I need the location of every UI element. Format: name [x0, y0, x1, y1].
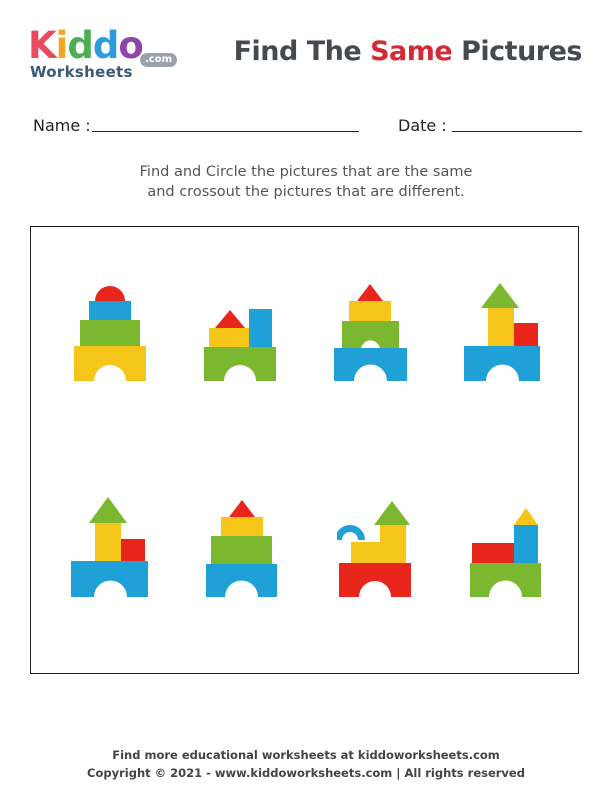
- block-shape: [121, 539, 145, 561]
- logo-letter: d: [92, 24, 119, 67]
- picture-4[interactable]: [463, 281, 553, 411]
- picture-1[interactable]: [69, 281, 159, 411]
- dome-shape: [337, 525, 365, 540]
- picture-6[interactable]: [205, 497, 295, 627]
- arch-shape: [339, 563, 411, 597]
- block-shape: [472, 543, 514, 563]
- picture-2[interactable]: [203, 281, 293, 411]
- triangle-shape: [514, 508, 538, 525]
- pillar-shape: [514, 525, 538, 563]
- title-prefix: Find The: [233, 36, 371, 67]
- block-shape: [80, 320, 140, 346]
- block-shape: [349, 301, 391, 321]
- instruction-line-1: Find and Circle the pictures that are th…: [139, 164, 473, 180]
- logo-letter: K: [28, 24, 57, 67]
- logo-letter: d: [67, 24, 93, 67]
- logo-letter: i: [55, 24, 69, 67]
- pillar-shape: [488, 308, 514, 346]
- date-field-line[interactable]: [452, 131, 582, 132]
- name-label: Name :: [33, 116, 91, 135]
- date-label: Date :: [398, 116, 447, 135]
- page-title: Find The Same Pictures: [233, 36, 583, 67]
- picture-5[interactable]: [71, 497, 161, 627]
- block-shape: [514, 323, 538, 346]
- block-shape: [209, 328, 249, 347]
- logo-com-badge: .com: [140, 53, 178, 67]
- arch-shape: [204, 347, 276, 381]
- block-shape: [351, 542, 380, 563]
- title-suffix: Pictures: [452, 36, 582, 67]
- arch-shape: [470, 563, 541, 597]
- triangle-shape: [229, 500, 255, 517]
- arch-shape: [71, 561, 148, 597]
- pillar-shape: [380, 525, 406, 563]
- arch-shape: [342, 321, 399, 348]
- pictures-frame: [30, 226, 579, 674]
- picture-8[interactable]: [469, 497, 559, 627]
- arch-shape: [334, 348, 407, 381]
- pillar-shape: [249, 309, 272, 347]
- title-highlight: Same: [370, 36, 453, 67]
- block-shape: [221, 517, 263, 536]
- arch-shape: [464, 346, 540, 381]
- arch-shape: [74, 346, 146, 381]
- logo-worksheets-text: Worksheets: [30, 63, 133, 81]
- logo-kiddo-wordmark: Kiddo: [28, 24, 144, 67]
- footer-line-2: Copyright © 2021 - www.kiddoworksheets.c…: [87, 766, 525, 780]
- triangle-shape: [481, 283, 519, 308]
- logo: Kiddo Worksheets .com: [28, 26, 178, 86]
- block-shape: [211, 536, 272, 564]
- dome-shape: [95, 286, 125, 301]
- footer-line-1: Find more educational worksheets at kidd…: [112, 748, 500, 762]
- triangle-shape: [374, 501, 410, 525]
- triangle-shape: [215, 310, 245, 328]
- instruction-line-2: and crossout the pictures that are diffe…: [147, 184, 465, 200]
- picture-7[interactable]: [337, 497, 427, 627]
- block-shape: [89, 301, 131, 320]
- triangle-shape: [357, 284, 383, 301]
- name-field-line[interactable]: [92, 131, 359, 132]
- triangle-shape: [89, 497, 127, 523]
- picture-3[interactable]: [333, 281, 423, 411]
- logo-letter: o: [118, 24, 143, 67]
- pillar-shape: [95, 523, 121, 561]
- arch-shape: [206, 564, 277, 597]
